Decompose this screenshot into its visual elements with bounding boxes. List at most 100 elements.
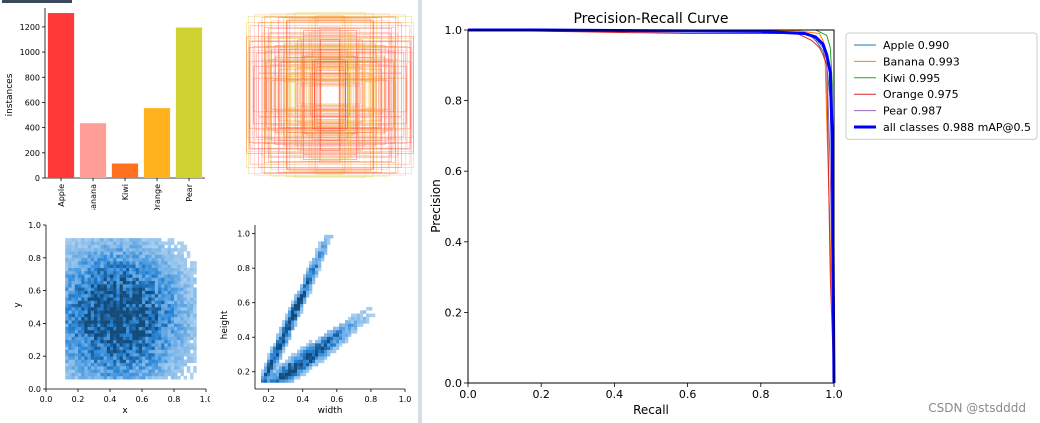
xy-cell xyxy=(180,244,184,249)
xy-cell xyxy=(126,267,130,272)
xy-cell xyxy=(116,264,120,268)
xy-cell xyxy=(161,323,165,327)
xy-cell xyxy=(142,290,146,295)
xy-cell xyxy=(110,313,114,318)
wh-cell xyxy=(285,313,289,318)
xy-cell xyxy=(177,257,181,262)
wh-cell xyxy=(294,320,298,324)
label-box xyxy=(258,72,402,118)
xy-cell xyxy=(158,320,162,324)
xy-cell xyxy=(116,359,120,364)
xy-cell xyxy=(116,352,120,357)
xy-cell xyxy=(193,293,197,298)
xy-cell xyxy=(87,293,92,298)
xy-cell xyxy=(174,284,178,288)
wh-cell xyxy=(294,293,298,298)
xy-cell xyxy=(87,274,92,278)
xy-cell xyxy=(129,238,133,242)
xy-xtick: 1.0 xyxy=(200,395,210,404)
xy-cell xyxy=(151,346,156,350)
xy-cell xyxy=(74,352,79,357)
wh-cell xyxy=(324,234,328,239)
xy-cell xyxy=(174,280,178,285)
wh-cell xyxy=(288,359,292,364)
xy-cell xyxy=(186,280,191,285)
xy-cell xyxy=(113,254,117,259)
xy-cell xyxy=(87,254,92,259)
xy-cell xyxy=(135,270,140,275)
xy-cell xyxy=(126,251,130,255)
xy-cell xyxy=(193,366,197,370)
xy-cell xyxy=(110,257,114,262)
xy-cell xyxy=(138,320,143,324)
wh-cell xyxy=(315,359,319,364)
xy-cell xyxy=(78,356,82,360)
xy-cell xyxy=(174,300,178,305)
label-box xyxy=(261,17,399,173)
wh-cell xyxy=(333,326,337,331)
xy-cell xyxy=(90,372,95,377)
xy-cell xyxy=(90,329,95,334)
instances-bar xyxy=(111,163,139,178)
xy-cell xyxy=(167,343,172,347)
xy-cell xyxy=(87,375,92,380)
xy-cell xyxy=(142,254,146,259)
xy-cell xyxy=(170,300,175,305)
xy-cell xyxy=(106,274,111,278)
pr-ylabel: Precision xyxy=(429,179,443,233)
xy-cell xyxy=(90,313,95,318)
wh-cell xyxy=(297,310,301,314)
wh-cell xyxy=(285,379,289,383)
xy-cell xyxy=(103,356,108,360)
wh-cell xyxy=(306,352,310,357)
xy-cell xyxy=(100,254,104,259)
xy-cell xyxy=(142,303,146,308)
xy-cell xyxy=(81,261,85,265)
wh-cell xyxy=(339,323,343,327)
pr-xtick: 0.4 xyxy=(606,388,624,401)
xy-cell xyxy=(122,290,127,295)
xy-cell xyxy=(100,251,104,255)
xy-cell xyxy=(87,300,92,305)
xy-cell xyxy=(170,254,175,259)
xy-cell xyxy=(132,307,136,311)
xy-cell xyxy=(81,326,85,331)
xy-cell xyxy=(190,316,194,321)
xy-cell xyxy=(100,343,104,347)
xy-cell xyxy=(122,267,127,272)
xy-cell xyxy=(170,372,175,377)
xy-cell xyxy=(177,320,181,324)
xy-cell xyxy=(110,300,114,305)
wh-cell xyxy=(294,375,298,380)
wh-cell xyxy=(288,326,292,331)
xy-cell xyxy=(190,261,194,265)
xy-cell xyxy=(113,264,117,268)
xy-cell xyxy=(68,362,72,367)
xy-cell xyxy=(94,247,98,252)
xy-cell xyxy=(90,280,95,285)
xy-cell xyxy=(116,247,120,252)
wh-cell xyxy=(282,333,286,337)
xy-cell xyxy=(94,300,98,305)
wh-cell xyxy=(282,379,286,383)
xy-cell xyxy=(158,326,162,331)
xy-cell xyxy=(142,372,146,377)
xy-cell xyxy=(103,339,108,344)
xy-cell xyxy=(164,241,168,245)
xy-cell xyxy=(151,300,156,305)
xy-cell xyxy=(170,346,175,350)
xy-cell xyxy=(113,333,117,337)
xy-cell xyxy=(113,257,117,262)
xy-cell xyxy=(65,264,69,268)
wh-cell xyxy=(318,346,322,350)
xy-cell xyxy=(183,336,188,341)
wh-cell xyxy=(321,247,325,252)
xy-cell xyxy=(78,257,82,262)
xy-cell xyxy=(90,359,95,364)
wh-cell xyxy=(327,329,331,334)
xy-cell xyxy=(167,320,172,324)
xy-cell xyxy=(100,257,104,262)
xy-cell xyxy=(158,300,162,305)
xy-cell xyxy=(193,280,197,285)
wh-cell xyxy=(315,251,319,255)
